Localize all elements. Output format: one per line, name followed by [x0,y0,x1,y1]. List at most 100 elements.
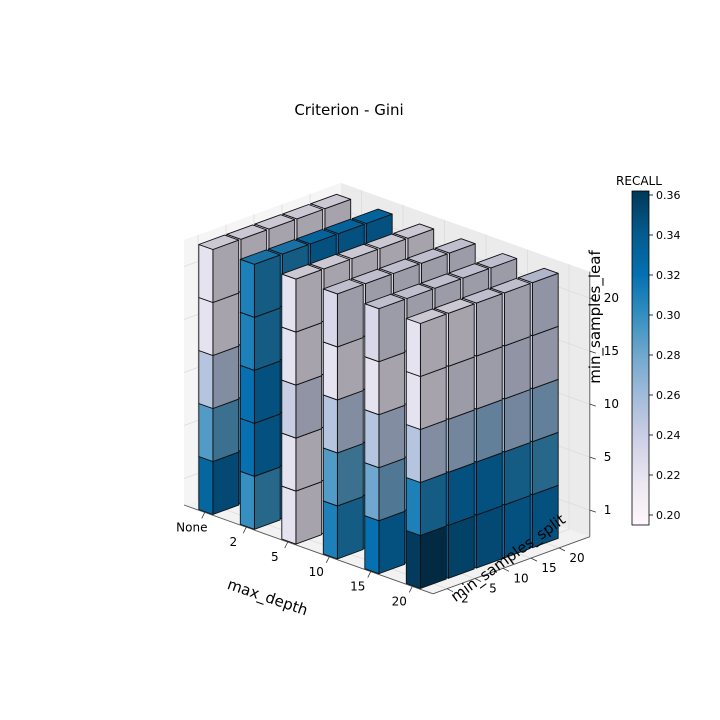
bar-front-face [239,470,255,530]
z-tick-mark [589,297,596,301]
x-tick-label: 20 [392,594,407,608]
bar-side-face [475,399,503,463]
bar-side-face [253,307,281,371]
colorbar-tick-label: 0.34 [656,229,681,242]
bar-front-face [198,244,214,303]
bar-top-face [310,193,352,210]
y-tick-label: 10 [513,571,528,585]
bar-top-face [476,253,518,269]
x-tick-label: 15 [350,580,365,594]
bar-front-face [364,303,380,363]
bar-front-face [364,409,380,469]
bar-side-face [475,452,503,516]
bar-cube [322,279,364,348]
bar-front-face [364,462,380,522]
bar-top-face [448,263,490,279]
bar-front-face [322,500,338,560]
bar-top-face [267,239,309,255]
bar-side-face [531,431,559,496]
bar-front-face [322,447,338,507]
bar-side-face [503,283,531,347]
x-tick-mark [201,512,206,519]
bar-side-face [212,398,240,462]
bar-front-face [239,311,255,371]
bar-side-face [447,409,475,473]
bar-side-face [295,375,323,439]
bar-side-face [503,389,531,453]
bar-top-face [239,249,281,265]
y-tick-mark [474,578,482,582]
bar-side-face [447,303,475,367]
bar-top-face [226,224,268,240]
bar-side-face [253,360,281,424]
bar-side-face [447,462,475,526]
bar-side-face [531,378,559,443]
bar-front-face [405,371,421,430]
bar-top-face [322,279,364,295]
x-tick-mark [284,541,289,549]
bar-side-face [295,481,323,545]
bar-side-face [336,284,364,348]
bar-front-face [281,379,297,439]
bar-side-face [503,442,531,506]
z-tick-mark [589,403,596,407]
bar-side-face [212,239,240,303]
bar-side-face [336,390,364,454]
bar-front-face [364,356,380,416]
y-tick-label: 2 [461,592,469,606]
bar-top-face [393,223,435,239]
bar-top-face [295,229,337,245]
grid-line [197,499,448,590]
bar-top-face [254,214,296,230]
z-tick-label: 15 [604,344,619,358]
bar-side-face [253,466,281,530]
bar-side-face [378,298,406,363]
bar-front-face [405,318,421,377]
chart-title: Criterion - Gini [294,101,403,119]
bar-side-face [378,404,406,469]
bar-cube [198,287,240,356]
bar-top-face [406,248,448,264]
bar-side-face [419,313,447,377]
bar-side-face [212,292,240,356]
bar-front-face [239,417,255,477]
bar-front-face [405,424,421,483]
bar-top-face [323,218,365,235]
bar-top-face [433,298,475,314]
bar-top-face [309,254,351,270]
bar-top-face [489,278,531,294]
bar-front-face [405,530,421,589]
colorbar-tick-label: 0.32 [656,269,681,282]
bar-side-face [419,472,447,536]
x-tick-label: 5 [271,550,279,564]
y-tick-mark [558,547,566,552]
colorbar-tick-label: 0.22 [656,469,681,482]
bar-front-face [281,326,297,386]
x-tick-label: 2 [229,535,237,549]
bar-front-face [322,288,338,348]
bar-front-face [239,364,255,424]
bar-side-face [503,336,531,400]
bar-top-face [405,308,447,324]
colorbar-title: RECALL [616,174,662,188]
bar-front-face [198,456,214,515]
colorbar-tick-label: 0.20 [656,509,681,522]
bar-side-face [447,515,475,579]
bar-top-face [392,283,434,299]
bar-top-face [378,258,420,274]
bar-side-face [253,413,281,477]
bar-side-face [475,346,503,410]
bar-front-face [364,515,380,575]
y-tick-label: 15 [541,561,556,575]
bar-front-face [198,297,214,356]
bar-top-face [350,268,392,285]
y-tick-label: 5 [489,582,497,596]
bar-side-face [336,496,364,560]
bar-front-face [322,341,338,401]
y-tick-mark [502,567,510,572]
colorbar-tick-label: 0.24 [656,429,681,442]
bar-top-face [337,243,379,260]
z-tick-mark [589,509,596,513]
